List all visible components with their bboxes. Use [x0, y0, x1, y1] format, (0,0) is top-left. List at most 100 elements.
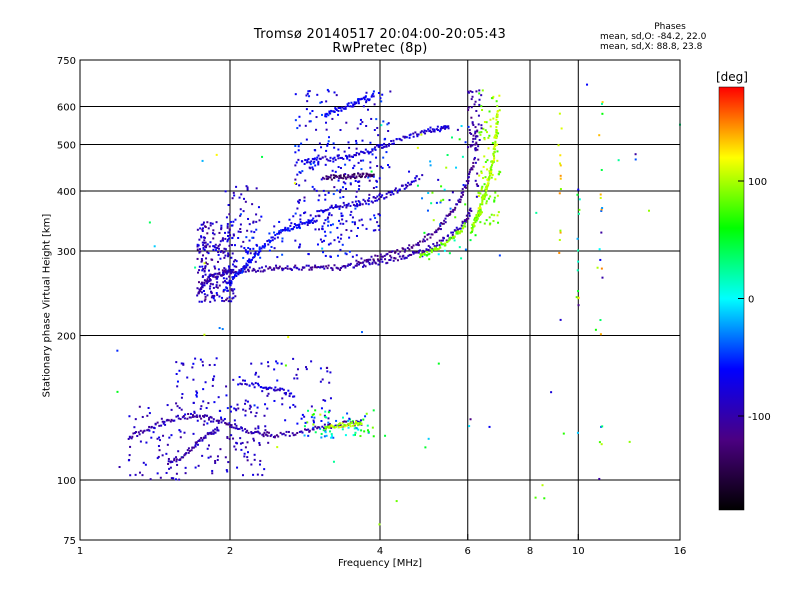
data-point	[346, 103, 349, 106]
data-point	[219, 409, 222, 412]
data-point	[226, 222, 229, 225]
data-point	[330, 425, 333, 428]
data-point	[423, 235, 426, 238]
data-point	[232, 220, 235, 223]
data-point	[254, 270, 257, 273]
data-point	[385, 192, 388, 195]
data-point	[267, 392, 270, 395]
data-point	[246, 456, 249, 459]
data-point	[496, 150, 499, 153]
data-point	[399, 250, 402, 253]
data-point	[234, 423, 237, 426]
data-point	[385, 196, 388, 199]
data-point	[305, 366, 308, 369]
data-point	[374, 229, 377, 232]
data-point	[336, 154, 339, 157]
data-point	[489, 125, 492, 128]
data-point	[327, 177, 330, 180]
data-point	[436, 241, 439, 244]
data-point	[463, 186, 466, 189]
data-point	[412, 132, 415, 135]
data-point	[298, 115, 301, 118]
data-point	[324, 219, 327, 222]
data-point	[364, 95, 367, 98]
data-point	[157, 455, 160, 458]
data-point	[305, 94, 308, 97]
data-point	[222, 419, 225, 422]
data-point	[296, 432, 299, 435]
data-point	[315, 128, 318, 131]
data-point	[484, 194, 487, 197]
data-point	[241, 271, 244, 274]
data-point	[337, 148, 340, 151]
data-point	[234, 218, 237, 221]
data-point	[475, 143, 478, 146]
data-point	[398, 188, 401, 191]
data-point	[325, 178, 328, 181]
data-point	[416, 243, 419, 246]
data-point	[203, 414, 206, 417]
data-point	[375, 118, 378, 121]
data-point	[351, 173, 354, 176]
data-point	[419, 253, 422, 256]
data-point	[306, 421, 309, 424]
data-point	[361, 265, 364, 268]
data-point	[205, 261, 208, 264]
data-point	[577, 260, 580, 263]
data-point	[258, 251, 261, 254]
data-point	[413, 251, 416, 254]
data-point	[340, 215, 343, 218]
data-point	[490, 164, 493, 167]
data-point	[238, 196, 241, 199]
data-point	[217, 251, 220, 254]
data-point	[318, 215, 321, 218]
data-point	[314, 228, 317, 231]
data-point	[342, 195, 345, 198]
data-point	[494, 144, 497, 147]
data-point	[420, 133, 423, 136]
data-point	[339, 106, 342, 109]
data-point	[258, 432, 261, 435]
data-point	[349, 425, 352, 428]
data-point	[373, 103, 376, 106]
data-point	[445, 214, 448, 217]
data-point	[205, 280, 208, 283]
data-point	[244, 270, 247, 273]
data-point	[361, 151, 364, 154]
data-point	[377, 144, 380, 147]
data-point	[315, 219, 318, 222]
data-point	[245, 431, 248, 434]
data-point	[239, 270, 242, 273]
data-point	[216, 293, 219, 296]
data-point	[296, 127, 299, 130]
data-point	[252, 383, 255, 386]
data-point	[364, 176, 367, 179]
data-point	[288, 395, 291, 398]
data-point	[473, 156, 476, 159]
data-point	[249, 252, 252, 255]
data-point	[197, 281, 200, 284]
data-point	[232, 268, 235, 271]
data-point	[346, 264, 349, 267]
data-point	[467, 108, 470, 111]
data-point	[221, 273, 224, 276]
data-point	[488, 170, 491, 173]
data-point	[372, 95, 375, 98]
data-point	[190, 449, 193, 452]
data-point	[360, 150, 363, 153]
data-point	[380, 124, 383, 127]
data-point	[281, 387, 284, 390]
data-point	[156, 472, 159, 475]
data-point	[439, 127, 442, 130]
data-point	[347, 263, 350, 266]
data-point	[385, 262, 388, 265]
data-point	[170, 418, 173, 421]
data-point	[357, 424, 360, 427]
data-point	[468, 212, 471, 215]
data-point	[326, 217, 329, 220]
data-point	[206, 422, 209, 425]
data-point	[477, 145, 480, 148]
data-point	[345, 253, 348, 256]
data-point	[253, 253, 256, 256]
data-point	[128, 415, 131, 418]
